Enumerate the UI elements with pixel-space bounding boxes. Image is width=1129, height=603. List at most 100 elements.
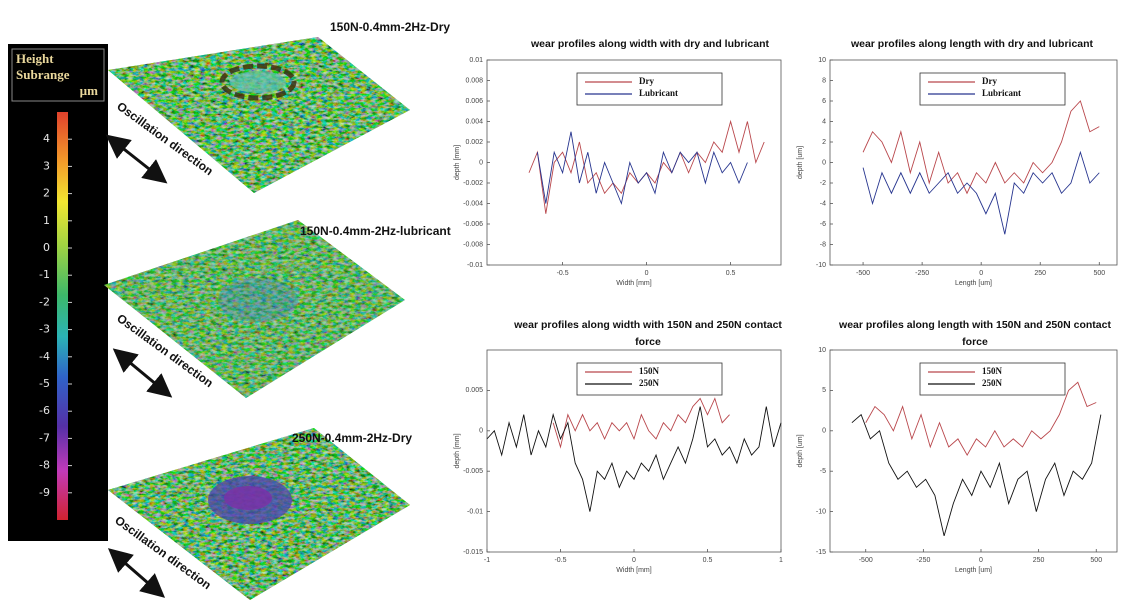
legend-label: 250N (639, 378, 660, 388)
y-tick-label: -0.005 (463, 468, 483, 475)
y-tick-label: 0.005 (465, 387, 483, 394)
x-axis-label: Width [mm] (616, 280, 651, 287)
wear-scar (219, 63, 297, 101)
chart-title: wear profiles along length with 150N and… (839, 319, 1111, 348)
chart: -15 -10 -5 0 5 10 -500 -250 0 250 500 Length [um] de… (797, 347, 1118, 574)
y-tick-label: -5 (820, 468, 826, 475)
direction-arrow (107, 548, 166, 598)
surface-texture (104, 220, 405, 398)
legend-label: Lubricant (639, 88, 678, 98)
chart-title: wear profiles along width with dry and l… (530, 38, 770, 50)
colorbar-title: Height (16, 51, 54, 66)
x-tick-label: 0 (979, 557, 983, 564)
y-tick-label: -10 (816, 262, 826, 269)
y-tick-label: 8 (822, 77, 826, 84)
x-tick-label: 0 (979, 270, 983, 277)
surface-texture (108, 37, 410, 193)
data-line (536, 131, 748, 206)
y-tick-label: 4 (822, 118, 826, 125)
x-tick-label: 0.5 (703, 557, 713, 564)
y-tick-label: 6 (822, 98, 826, 105)
colorbar-tick-label: 0 (43, 241, 50, 254)
x-tick-label: 1 (779, 557, 783, 564)
x-axis-label: Length [um] (955, 280, 992, 287)
y-axis-label: depth [um] (797, 434, 804, 467)
y-tick-label: 0 (822, 428, 826, 435)
y-tick-label: 0.01 (469, 57, 483, 64)
surface-label: 250N-0.4mm-2Hz-Dry (292, 431, 412, 445)
y-axis-label: depth [mm] (454, 145, 461, 180)
legend-label: Dry (639, 76, 654, 86)
data-line (862, 100, 1100, 195)
surface-1 (108, 37, 410, 193)
x-tick-label: 500 (1090, 557, 1102, 564)
y-tick-label: 0 (479, 159, 483, 166)
colorbar-tick-label: 3 (43, 159, 50, 172)
y-tick-label: -8 (820, 241, 826, 248)
colorbar-tick-label: 2 (43, 187, 50, 200)
legend-box (576, 72, 723, 106)
colorbar-tick-label: -7 (39, 431, 50, 444)
x-tick-label: 500 (1093, 270, 1105, 277)
legend-box (919, 72, 1066, 106)
y-tick-label: -15 (816, 549, 826, 556)
x-tick-label: 0.5 (726, 270, 736, 277)
y-tick-label: 2 (822, 139, 826, 146)
y-tick-label: -0.015 (463, 549, 483, 556)
x-tick-label: 250 (1034, 270, 1046, 277)
x-tick-label: -0.5 (554, 557, 566, 564)
y-tick-label: -2 (820, 180, 826, 187)
legend-box (919, 362, 1066, 396)
x-tick-label: -1 (484, 557, 490, 564)
legend-label: 150N (639, 366, 660, 376)
wear-scar (224, 486, 272, 510)
y-tick-label: 0.002 (465, 139, 483, 146)
colorbar-tick-label: 4 (43, 132, 50, 145)
data-line (862, 150, 1100, 235)
colorbar-tick-label: -5 (39, 377, 50, 390)
wear-scar (230, 71, 286, 93)
x-tick-label: -250 (915, 270, 929, 277)
chart: -10 -8 -6 -4 -2 0 2 4 6 8 10 -500 -250 0 250 500 Length … (797, 57, 1118, 287)
y-tick-label: 0.004 (465, 118, 483, 125)
data-line (851, 413, 1102, 536)
y-tick-label: -6 (820, 221, 826, 228)
y-tick-label: 0 (822, 159, 826, 166)
chart: -0.01 -0.008 -0.006 -0.004 -0.002 0 0.002 0.004… (454, 57, 782, 287)
x-axis-label: Length [um] (955, 567, 992, 574)
data-line (486, 406, 782, 512)
surface-label: 150N-0.4mm-2Hz-Dry (330, 20, 450, 34)
x-tick-label: -500 (856, 270, 870, 277)
y-tick-label: -4 (820, 200, 826, 207)
x-tick-label: -250 (916, 557, 930, 564)
y-axis-label: depth [um] (797, 146, 804, 179)
colorbar-gradient (57, 112, 68, 520)
y-tick-label: 0.008 (465, 77, 483, 84)
y-tick-label: 0 (479, 428, 483, 435)
colorbar-tick-label: -2 (39, 295, 50, 308)
colorbar-tick-label: -6 (39, 404, 50, 417)
colorbar-tick-label: -4 (39, 350, 50, 363)
legend-box (576, 362, 723, 396)
y-tick-label: -0.01 (467, 262, 483, 269)
y-axis-label: depth [mm] (454, 433, 461, 468)
y-tick-label: -0.01 (467, 508, 483, 515)
wear-scar (218, 278, 298, 322)
colorbar-tick-label: -1 (39, 268, 50, 281)
legend-label: 250N (982, 378, 1003, 388)
surface-label: 150N-0.4mm-2Hz-lubricant (300, 224, 451, 238)
surface-3 (108, 428, 410, 600)
y-tick-label: 10 (818, 347, 826, 354)
y-tick-label: -0.006 (463, 221, 483, 228)
data-line (552, 397, 730, 449)
colorbar-tick-label: -9 (39, 486, 50, 499)
chart-title: wear profiles along length with dry and … (850, 38, 1094, 50)
colorbar-title-box (11, 48, 105, 102)
y-tick-label: -0.004 (463, 200, 483, 207)
x-tick-label: 0 (645, 270, 649, 277)
x-axis-label: Width [mm] (616, 567, 651, 574)
data-line (865, 381, 1097, 456)
legend-label: Lubricant (982, 88, 1021, 98)
